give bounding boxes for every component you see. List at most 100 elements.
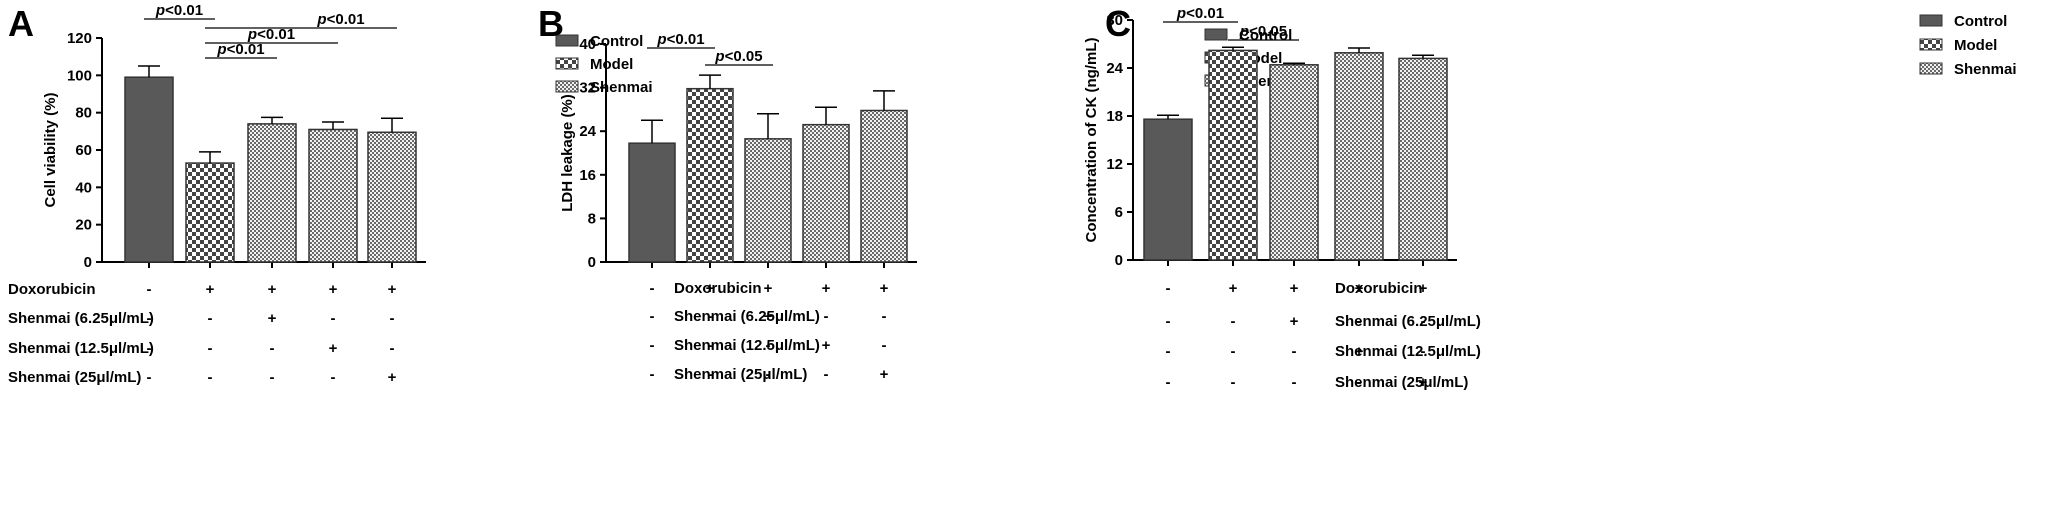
condition-mark: - (1231, 343, 1236, 360)
y-tick-label: 18 (1106, 108, 1123, 125)
bar (860, 109, 908, 263)
condition-mark: - (708, 337, 713, 354)
legend-swatch (1919, 14, 1943, 27)
bar (247, 123, 297, 263)
condition-label: Shenmai (6.25μl/mL) (674, 308, 820, 325)
y-tick-label: 12 (1106, 156, 1123, 173)
significance-label: p<0.01 (155, 2, 203, 19)
significance-label: p<0.01 (247, 26, 295, 43)
condition-mark: - (824, 308, 829, 325)
legend-swatch (555, 80, 579, 93)
significance-label: p<0.01 (656, 31, 704, 48)
condition-mark: + (1355, 280, 1364, 297)
bar (802, 123, 850, 263)
panel-c: C 0 6 12 18 24 30 Concentration of CK (ng/mL) p<… (1083, 3, 2017, 391)
legend-swatch (1204, 28, 1228, 41)
bar (744, 138, 792, 263)
condition-mark: - (270, 369, 275, 386)
legend-label: Shenmai (590, 79, 653, 96)
bar (185, 162, 235, 263)
condition-mark: - (650, 308, 655, 325)
y-tick-label: 40 (579, 36, 596, 53)
y-tick-label: 0 (588, 254, 596, 271)
bar (1334, 52, 1384, 261)
bar (1398, 57, 1448, 261)
legend-swatch (1919, 38, 1943, 51)
bar (1208, 49, 1258, 261)
condition-mark: + (268, 281, 277, 298)
legend-label: Control (1954, 13, 2007, 30)
significance-label: p<0.05 (714, 48, 762, 65)
panel-letter: B (538, 3, 564, 44)
y-axis-label: LDH leakage (%) (559, 94, 576, 212)
condition-label: Shenmai (25μl/mL) (1335, 374, 1468, 391)
y-tick-label: 40 (75, 179, 92, 196)
panel-letter: A (8, 3, 34, 44)
condition-mark: + (706, 280, 715, 297)
condition-mark: - (208, 340, 213, 357)
y-tick-label: 80 (75, 105, 92, 122)
y-axis-label: Cell viability (%) (42, 92, 59, 207)
y-tick-label: 120 (67, 30, 92, 47)
condition-mark: - (650, 366, 655, 383)
y-tick-label: 8 (588, 210, 596, 227)
condition-mark: + (388, 281, 397, 298)
condition-mark: - (882, 337, 887, 354)
y-tick-label: 100 (67, 67, 92, 84)
bar (308, 128, 358, 263)
significance-label: p<0.01 (316, 11, 364, 28)
condition-mark: + (822, 280, 831, 297)
condition-mark: - (1421, 343, 1426, 360)
condition-mark: - (390, 340, 395, 357)
condition-mark: + (268, 310, 277, 327)
condition-mark: + (1290, 280, 1299, 297)
y-tick-label: 6 (1115, 204, 1123, 221)
condition-mark: + (764, 308, 773, 325)
condition-mark: - (270, 340, 275, 357)
condition-mark: - (650, 280, 655, 297)
y-tick-label: 0 (84, 254, 92, 271)
significance-label: p<0.01 (1176, 5, 1224, 22)
bar (628, 142, 676, 263)
condition-mark: - (1231, 374, 1236, 391)
condition-mark: + (1355, 343, 1364, 360)
condition-mark: + (1290, 313, 1299, 330)
y-tick-label: 24 (579, 123, 596, 140)
condition-mark: + (822, 337, 831, 354)
legend-swatch (1919, 62, 1943, 75)
bar (1269, 64, 1319, 261)
condition-label: Shenmai (12.5μl/mL) (8, 340, 154, 357)
condition-mark: - (390, 310, 395, 327)
y-axis-label: Concentration of CK (ng/mL) (1083, 38, 1100, 243)
condition-mark: - (1166, 313, 1171, 330)
condition-mark: - (1292, 343, 1297, 360)
condition-mark: - (708, 366, 713, 383)
condition-label: Shenmai (25μl/mL) (8, 369, 141, 386)
y-tick-label: 16 (579, 167, 596, 184)
condition-mark: - (766, 337, 771, 354)
condition-mark: - (650, 337, 655, 354)
condition-mark: - (331, 310, 336, 327)
condition-mark: - (1357, 374, 1362, 391)
condition-mark: - (766, 366, 771, 383)
significance-label: p<0.01 (216, 41, 264, 58)
condition-mark: - (708, 308, 713, 325)
significance-label: p<0.05 (1239, 23, 1287, 40)
condition-mark: - (331, 369, 336, 386)
condition-mark: + (329, 340, 338, 357)
condition-mark: - (1166, 343, 1171, 360)
condition-label: Shenmai (6.25μl/mL) (8, 310, 154, 327)
condition-mark: + (206, 281, 215, 298)
legend-swatch (555, 57, 579, 70)
condition-label: Shenmai (12.5μl/mL) (1335, 343, 1481, 360)
condition-mark: - (1421, 313, 1426, 330)
condition-mark: - (1166, 374, 1171, 391)
condition-mark: - (208, 369, 213, 386)
condition-label: Doxorubicin (1335, 280, 1423, 297)
condition-mark: + (1229, 280, 1238, 297)
condition-mark: - (208, 310, 213, 327)
condition-mark: + (880, 280, 889, 297)
y-tick-label: 20 (75, 217, 92, 234)
